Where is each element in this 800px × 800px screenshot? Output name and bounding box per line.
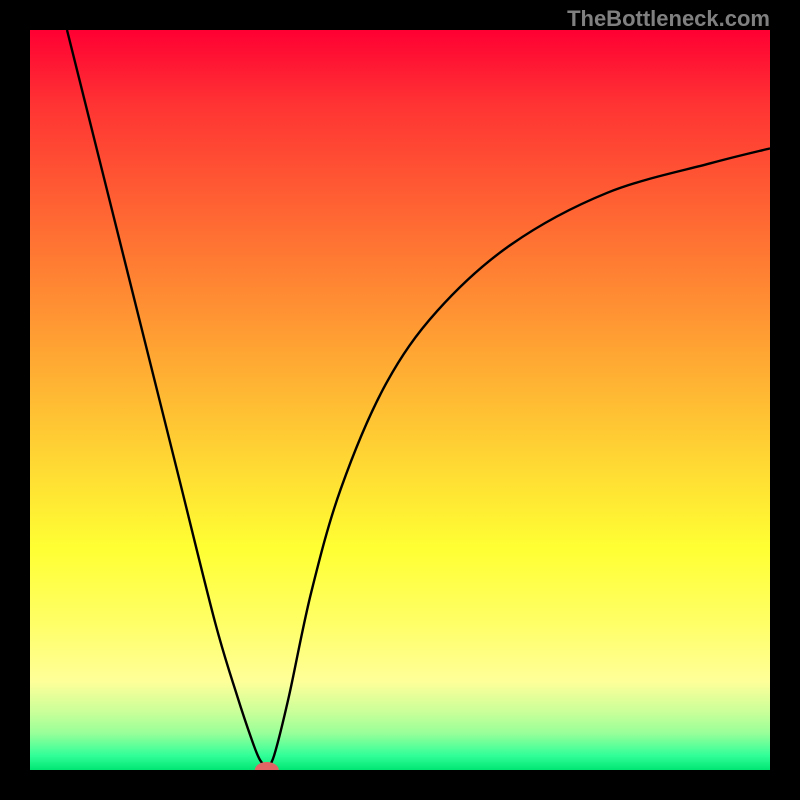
- bottleneck-curve-left: [67, 30, 267, 769]
- chart-container: TheBottleneck.com: [0, 0, 800, 800]
- watermark-text: TheBottleneck.com: [567, 6, 770, 32]
- curve-overlay: [0, 0, 800, 800]
- optimal-point-marker: [255, 762, 279, 778]
- bottleneck-curve-right: [267, 148, 770, 768]
